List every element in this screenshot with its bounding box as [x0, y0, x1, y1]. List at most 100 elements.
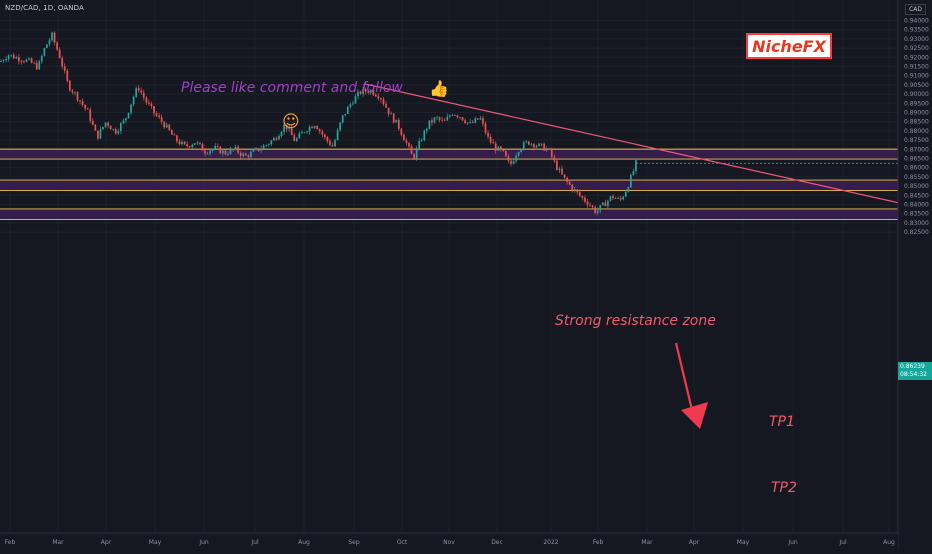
candle-body [375, 94, 377, 97]
candle-body [242, 153, 245, 156]
candle-body [127, 112, 130, 119]
candle-body [150, 103, 153, 107]
ticker-label[interactable]: NZD/CAD, 1D, OANDA [5, 4, 84, 12]
brand-logo: NicheFX [746, 33, 832, 59]
x-tick-label: Apr [689, 539, 700, 546]
y-tick-label: 0.93000 [904, 36, 929, 43]
candle-body [313, 126, 316, 129]
down-arrow-icon [681, 402, 708, 429]
x-tick-label: Aug [883, 539, 895, 546]
candle-body [341, 115, 344, 123]
candle-body [400, 128, 403, 135]
candle-body [420, 140, 423, 142]
candle-body [352, 103, 354, 105]
candle-body [482, 118, 484, 124]
candle-body [349, 104, 352, 107]
candle-body [339, 122, 341, 131]
candle-body [61, 58, 64, 67]
candle-body [43, 48, 46, 56]
candle-body [364, 89, 367, 92]
candle-body [359, 91, 362, 94]
candle-body [227, 154, 229, 155]
candle-body [354, 96, 357, 104]
y-tick-label: 0.88500 [904, 119, 929, 126]
candle-body [295, 138, 298, 142]
candle-body [206, 153, 209, 155]
candle-body [510, 160, 512, 164]
candle-body [522, 142, 525, 150]
candle-body [512, 161, 515, 164]
y-tick-label: 0.90000 [904, 91, 929, 98]
resistance-zone-label: Strong resistance zone [555, 313, 716, 329]
candle-body [219, 146, 222, 154]
candle-body [528, 141, 530, 145]
y-tick-label: 0.89500 [904, 100, 929, 107]
candle-body [507, 156, 510, 161]
candle-body [142, 92, 145, 98]
candle-body [505, 150, 507, 157]
candle-body [418, 140, 421, 149]
candle-body [293, 135, 296, 142]
candle-body [474, 118, 477, 123]
candle-body [51, 32, 53, 41]
x-tick-label: May [737, 539, 750, 546]
candle-body [173, 134, 176, 136]
candle-body [2, 60, 5, 62]
x-tick-label: 2022 [543, 539, 558, 546]
candle-body [405, 140, 408, 144]
candle-body [614, 198, 617, 199]
candle-body [372, 90, 375, 95]
zone-rect [0, 149, 898, 160]
candle-body [492, 142, 494, 144]
candle-body [222, 150, 224, 154]
candle-body [497, 146, 500, 151]
candle-body [112, 128, 115, 130]
x-tick-label: Jun [787, 539, 798, 546]
candle-body [607, 200, 609, 207]
candle-body [5, 59, 7, 61]
zone-rect [0, 180, 898, 191]
candle-body [273, 138, 275, 141]
y-tick-label: 0.83500 [904, 211, 929, 218]
candle-body [224, 150, 227, 155]
candle-body [275, 138, 278, 140]
candle-body [109, 125, 112, 130]
candle-body [7, 55, 10, 60]
candle-body [591, 205, 594, 208]
x-tick-label: Feb [593, 539, 604, 546]
candle-body [377, 96, 380, 99]
x-tick-label: Jun [198, 539, 209, 546]
candle-body [303, 132, 306, 134]
candle-body [183, 141, 186, 145]
y-tick-label: 0.87500 [904, 137, 929, 144]
zone-rect [0, 208, 898, 220]
candle-body [30, 58, 33, 63]
candle-body [362, 89, 364, 94]
y-tick-label: 0.84500 [904, 192, 929, 199]
candle-body [550, 149, 553, 158]
candle-body [285, 124, 288, 130]
candle-body [53, 32, 56, 43]
candle-body [369, 90, 372, 93]
candle-body [204, 150, 206, 154]
candles [0, 31, 637, 216]
y-axis-panel [898, 0, 932, 550]
candle-body [20, 61, 23, 63]
currency-badge[interactable]: CAD [905, 4, 926, 15]
tp1-label: TP1 [769, 414, 795, 430]
candle-body [66, 70, 69, 81]
candle-body [579, 192, 581, 197]
x-tick-label: Oct [397, 539, 408, 546]
candle-body [250, 151, 252, 158]
candle-body [494, 143, 497, 151]
candle-body [171, 130, 173, 135]
candle-body [79, 100, 81, 102]
candle-body [548, 148, 551, 150]
brand-label: NicheFX [752, 36, 826, 56]
candle-body [278, 136, 280, 140]
x-tick-label: Dec [491, 539, 503, 546]
candle-body [596, 210, 599, 213]
candle-body [586, 201, 589, 205]
